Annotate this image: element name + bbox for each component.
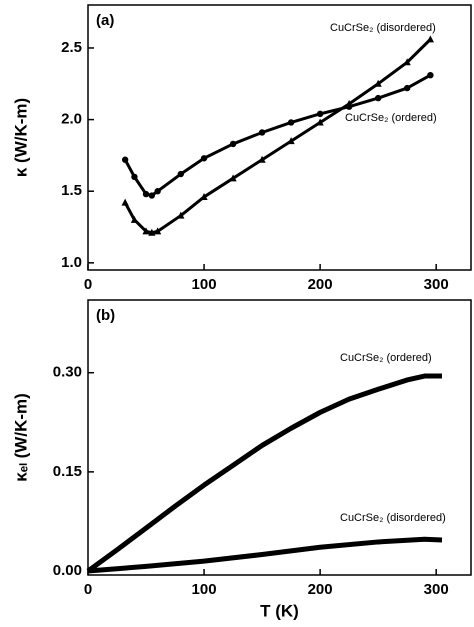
marker	[121, 198, 129, 206]
y-axis-label: κ (W/K-m)	[11, 98, 30, 177]
y-tick-label: 1.0	[61, 254, 82, 271]
x-tick-label: 200	[308, 276, 333, 293]
series-line	[123, 38, 432, 235]
marker	[316, 118, 324, 126]
y-tick-label: 2.5	[61, 39, 82, 56]
marker	[258, 155, 266, 163]
marker	[403, 84, 411, 92]
marker	[374, 79, 382, 87]
marker	[154, 188, 161, 195]
series-line	[123, 73, 432, 198]
marker	[258, 129, 266, 136]
x-tick-label: 100	[192, 276, 217, 293]
marker	[427, 71, 434, 79]
marker	[403, 58, 411, 66]
plot-frame	[87, 299, 472, 576]
series-label: CuCrSe₂ (ordered)	[340, 352, 432, 364]
series-line	[87, 536, 443, 574]
panel-label: (b)	[96, 307, 115, 324]
marker	[229, 140, 237, 148]
x-tick-label: 200	[308, 581, 333, 598]
marker	[177, 170, 185, 178]
x-tick-label: 0	[84, 276, 92, 293]
y-tick-label: 1.5	[61, 182, 82, 199]
marker	[426, 35, 434, 43]
marker	[142, 190, 150, 198]
y-tick-label: 0.30	[53, 364, 82, 381]
x-axis-label: T (K)	[260, 601, 299, 620]
marker	[142, 227, 150, 235]
marker	[200, 155, 208, 162]
y-axis-label: κₑₗ (W/K-m)	[11, 393, 30, 482]
marker	[287, 119, 295, 126]
series-label: CuCrSe₂ (disordered)	[330, 22, 436, 34]
y-tick-label: 0.00	[53, 562, 82, 579]
marker	[287, 137, 295, 145]
plot-frame	[87, 4, 472, 271]
marker	[200, 192, 208, 200]
marker	[177, 211, 185, 219]
x-tick-label: 300	[424, 581, 449, 598]
panel-label: (a)	[96, 12, 114, 29]
marker	[131, 173, 138, 181]
x-tick-label: 300	[424, 276, 449, 293]
marker	[345, 103, 353, 110]
series-line	[86, 373, 442, 574]
x-tick-label: 100	[192, 581, 217, 598]
marker	[148, 192, 156, 199]
marker	[316, 110, 324, 118]
y-tick-label: 2.0	[61, 111, 82, 128]
marker	[130, 215, 139, 223]
x-tick-label: 0	[84, 581, 92, 598]
y-tick-label: 0.15	[53, 463, 82, 480]
marker	[148, 228, 156, 236]
marker	[374, 94, 382, 102]
marker	[121, 156, 129, 163]
series-label: CuCrSe₂ (disordered)	[340, 512, 446, 524]
marker	[229, 174, 237, 182]
marker	[154, 227, 162, 235]
series-label: CuCrSe₂ (ordered)	[345, 112, 437, 124]
